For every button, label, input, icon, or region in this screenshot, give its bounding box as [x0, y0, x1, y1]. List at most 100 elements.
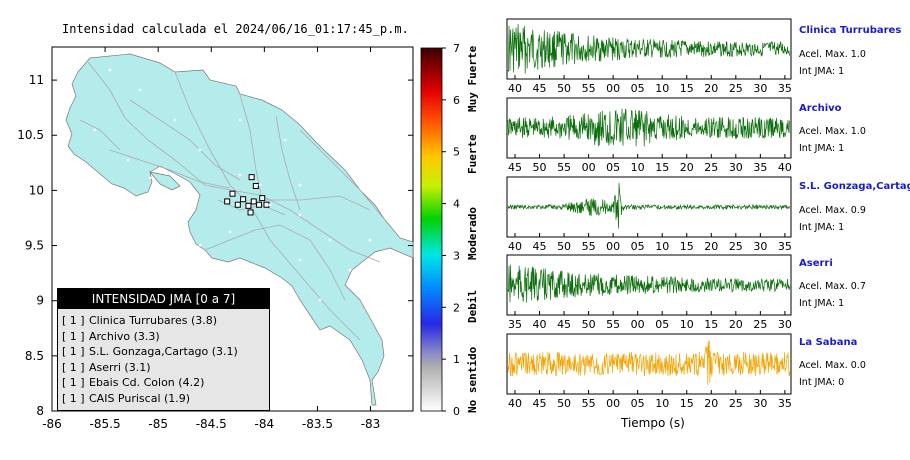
colorbar-label-no-sentido: No sentido [465, 347, 481, 415]
legend-item-label: Clinica Turrubares (3.8) [89, 314, 218, 327]
town-dot [158, 198, 162, 202]
town-dot [298, 183, 302, 187]
colorbar-label-moderado: Moderado [465, 200, 481, 260]
station-marker [263, 201, 270, 208]
town-dot [138, 88, 142, 92]
town-dot [298, 258, 302, 262]
legend-item-tag: [ 1 ] [62, 391, 85, 405]
lon-tick-label: -84.5 [196, 417, 227, 431]
colorbar-ticks: 0 1 2 3 4 5 6 7 [442, 42, 460, 418]
costa-rica-landmass [65, 53, 414, 406]
lon-tick-label: -83.5 [302, 417, 333, 431]
legend-item-tag: [ 1 ] [62, 345, 85, 358]
station-marker [252, 182, 259, 189]
station-acel: Acel. Max. 0.0 [799, 360, 866, 371]
station-marker [224, 198, 231, 205]
colorbar-label-text: No sentido [466, 346, 479, 413]
colorbar-tick-label: 0 [453, 405, 460, 418]
station-info: Acel. Max. 0.9 Int JMA: 1 [799, 202, 866, 236]
town-dot [93, 128, 97, 132]
lat-tick-label: 8 [36, 404, 44, 418]
colorbar-label-text: Moderado [466, 207, 479, 260]
station-acel: Acel. Max. 1.0 [799, 126, 866, 137]
town-dot [108, 68, 112, 72]
legend-item-tag: [ 1 ] [62, 376, 85, 389]
latitude-axis: 11 10.5 10 9.5 9 8.5 8 [17, 73, 413, 418]
station-marker [256, 201, 263, 208]
colorbar-gradient [420, 47, 443, 412]
station-marker [247, 209, 254, 216]
legend-title: INTENSIDAD JMA [0 a 7] [58, 289, 269, 309]
colorbar-label-muy-fuerte: Muy Fuerte [465, 38, 481, 113]
station-int: Int JMA: 1 [799, 143, 845, 154]
colorbar-tick-label: 6 [453, 94, 460, 107]
legend-item-label: S.L. Gonzaga,Cartago (3.1) [89, 345, 238, 358]
colorbar-tick-label: 7 [453, 42, 460, 55]
town-dot [228, 230, 232, 234]
legend-item-label: Archivo (3.3) [89, 329, 160, 343]
legend-item-label: Aserri (3.1) [89, 360, 151, 374]
station-name-aserri: Aserri [799, 258, 833, 269]
station-name-la-sabana: La Sabana [799, 337, 858, 348]
town-dot [368, 238, 372, 242]
lon-tick-label: -84 [255, 417, 275, 431]
station-info: Acel. Max. 0.7 Int JMA: 1 [799, 278, 866, 312]
town-dot [283, 138, 287, 142]
station-acel: Acel. Max. 0.9 [799, 205, 866, 216]
legend-item: [ 1 ] Aserri (3.1) [58, 360, 269, 376]
legend-items: [ 1 ] Clinica Turrubares (3.8) [ 1 ] Archi… [58, 309, 269, 406]
colorbar-tick-label: 3 [453, 249, 460, 262]
waveform-x-axis-label: Tiempo (s) [621, 416, 685, 430]
town-dot [148, 176, 152, 180]
station-info: Acel. Max. 1.0 Int JMA: 1 [799, 123, 866, 157]
station-name-gonzaga: S.L. Gonzaga,Cartago [799, 181, 910, 192]
intensity-legend: INTENSIDAD JMA [0 a 7] [ 1 ] Clinica Turr… [57, 288, 270, 411]
station-marker [234, 201, 241, 208]
legend-item-label: CAIS Puriscal (1.9) [89, 391, 191, 405]
station-info: Acel. Max. 0.0 Int JMA: 0 [799, 357, 866, 391]
legend-item-tag: [ 1 ] [62, 360, 85, 374]
town-dot [268, 203, 272, 207]
station-int: Int JMA: 0 [799, 377, 845, 388]
colorbar-tick-label: 1 [453, 353, 460, 366]
station-marker [245, 202, 252, 209]
station-int: Int JMA: 1 [799, 66, 845, 77]
legend-item: [ 1 ] S.L. Gonzaga,Cartago (3.1) [58, 344, 269, 360]
lat-tick-label: 11 [29, 73, 44, 87]
colorbar-label-debil: Debil [465, 285, 481, 325]
lat-tick-label: 10 [29, 183, 44, 197]
station-markers [93, 68, 372, 302]
town-dot [238, 118, 242, 122]
town-dot [298, 213, 302, 217]
legend-item-tag: [ 1 ] [62, 314, 85, 327]
station-marker [229, 190, 236, 197]
lat-tick-label: 9.5 [25, 239, 44, 253]
town-dot [173, 118, 177, 122]
town-dot [126, 158, 130, 162]
station-name-archivo: Archivo [799, 103, 842, 114]
legend-item: [ 1 ] CAIS Puriscal (1.9) [58, 391, 269, 407]
town-dot [238, 173, 242, 177]
town-dot [318, 298, 322, 302]
colorbar-label-text: Debil [466, 289, 479, 323]
station-int: Int JMA: 1 [799, 298, 845, 309]
station-info: Acel. Max. 1.0 Int JMA: 1 [799, 46, 866, 80]
legend-item: [ 1 ] Archivo (3.3) [58, 329, 269, 345]
lon-tick-label: -83 [361, 417, 381, 431]
town-dot [198, 243, 202, 247]
station-name-clinica-turrubares: Clinica Turrubares [799, 25, 902, 36]
legend-item-label: Ebais Cd. Colon (4.2) [89, 376, 205, 389]
lon-tick-label: -85 [148, 417, 168, 431]
town-dot [348, 268, 352, 272]
colorbar-label-text: Fuerte [466, 134, 479, 174]
lat-tick-label: 10.5 [17, 128, 44, 142]
colorbar-tick-label: 5 [453, 146, 460, 159]
map-title: Intensidad calculada el 2024/06/16_01:17… [62, 22, 409, 36]
lon-tick-label: -86 [42, 417, 62, 431]
lon-tick-label: -85.5 [90, 417, 121, 431]
legend-item-tag: [ 1 ] [62, 329, 85, 343]
station-int: Int JMA: 1 [799, 222, 845, 233]
town-dot [198, 148, 202, 152]
legend-item: [ 1 ] Clinica Turrubares (3.8) [58, 313, 269, 329]
colorbar-label-text: Muy Fuerte [466, 45, 479, 112]
